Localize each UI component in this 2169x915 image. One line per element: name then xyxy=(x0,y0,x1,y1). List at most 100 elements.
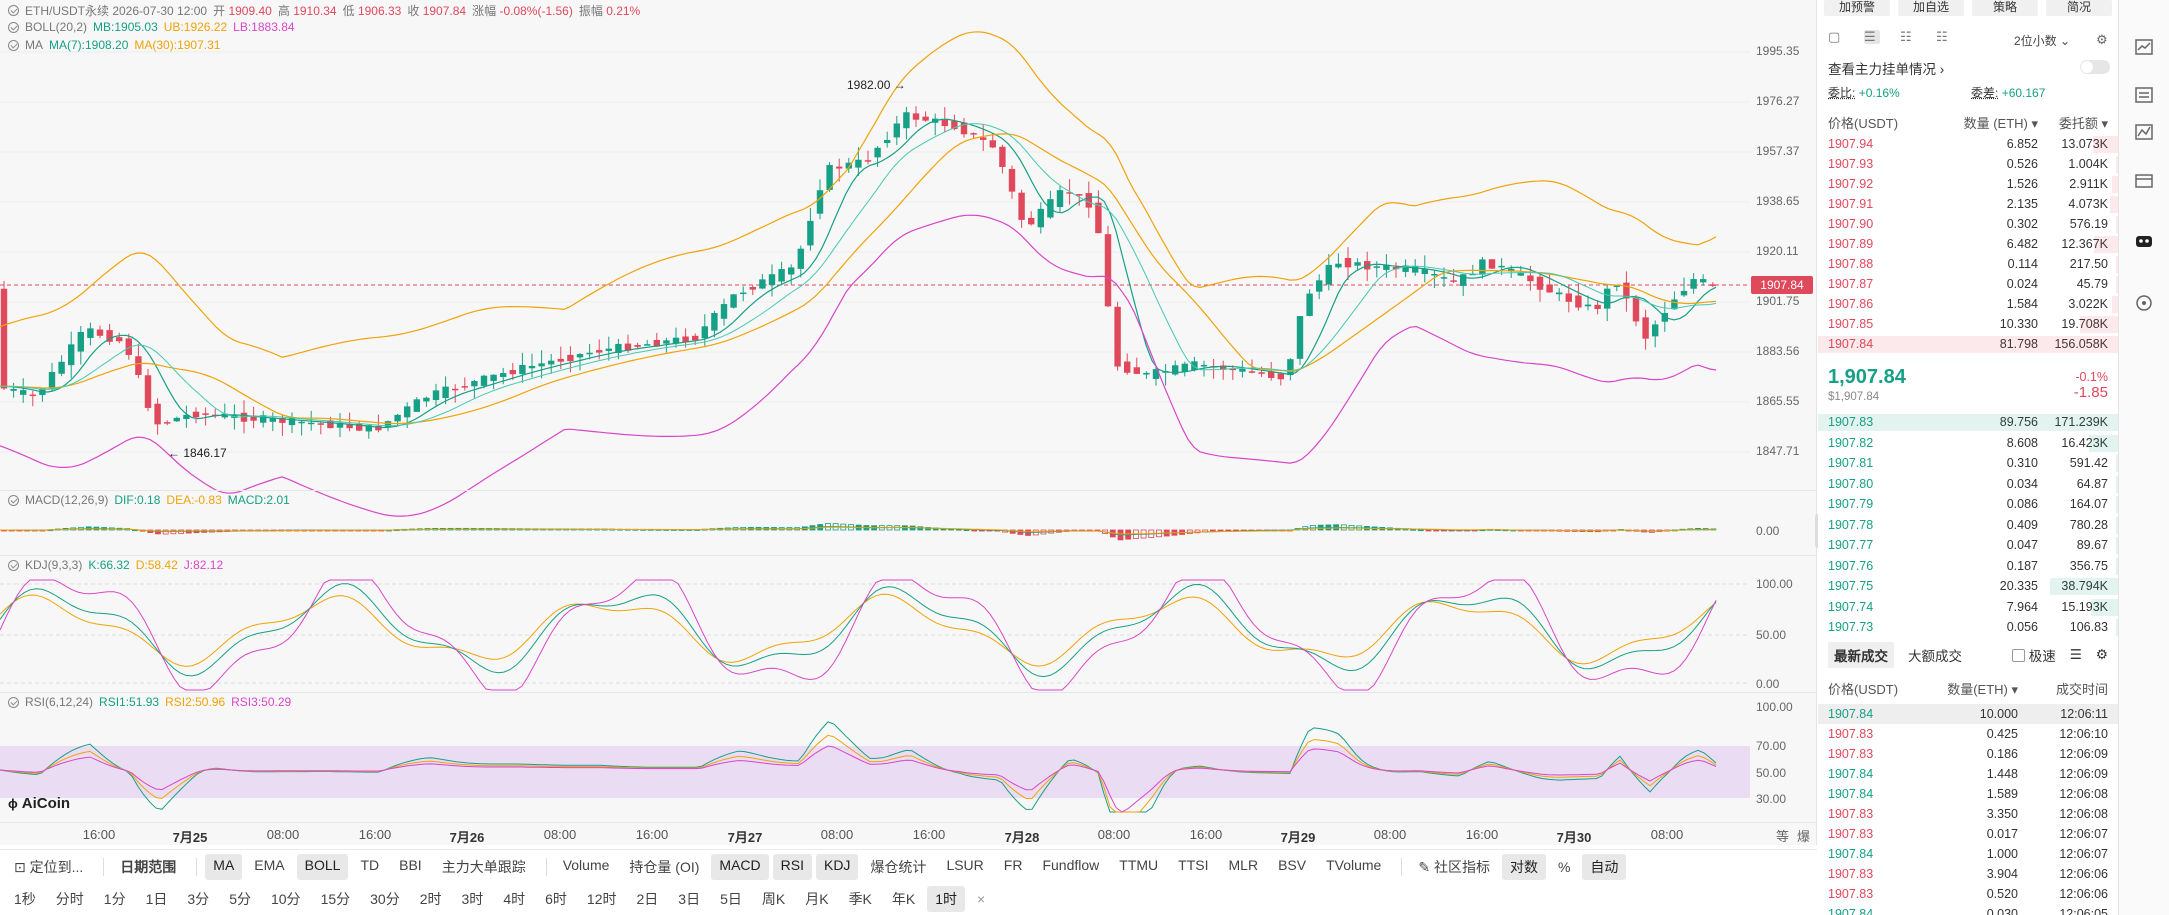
axis-corner-1[interactable]: 等 xyxy=(1776,829,1790,844)
trade-row[interactable]: 1907.83 0.425 12:06:10 xyxy=(1818,724,2118,744)
percent-scale-button[interactable]: % xyxy=(1557,858,1571,875)
interval-button[interactable]: 2日 xyxy=(636,891,659,907)
trade-row[interactable]: 1907.84 1.000 12:06:07 xyxy=(1818,844,2118,864)
trade-row[interactable]: 1907.84 0.030 12:06:05 xyxy=(1818,904,2118,915)
strategy-button[interactable]: 策略 xyxy=(1972,0,2038,16)
interval-button[interactable]: 周K xyxy=(761,891,786,907)
sub-indicator-button[interactable]: BSV xyxy=(1278,856,1307,873)
pane-divider[interactable] xyxy=(0,555,1817,556)
chart-canvas[interactable] xyxy=(0,0,1817,823)
ask-row[interactable]: 1907.87 0.024 45.79 xyxy=(1818,274,2118,294)
ask-row[interactable]: 1907.88 0.114 217.50 xyxy=(1818,254,2118,274)
interval-button[interactable]: 分时 xyxy=(55,891,84,907)
close-icon[interactable]: × xyxy=(977,891,986,907)
ask-row[interactable]: 1907.90 0.302 576.19 xyxy=(1818,214,2118,234)
sub-indicator-button[interactable]: FR xyxy=(1003,856,1023,873)
interval-button[interactable]: 1秒 xyxy=(14,891,36,907)
add-alert-button[interactable]: 加预警 xyxy=(1824,0,1890,16)
bid-row[interactable]: 1907.77 0.047 89.67 xyxy=(1818,535,2118,555)
ask-row[interactable]: 1907.86 1.584 3.022K xyxy=(1818,294,2118,314)
indicator-ma-button[interactable]: MA xyxy=(205,853,243,880)
bid-row[interactable]: 1907.81 0.310 591.42 xyxy=(1818,453,2118,473)
indicator-bbi-button[interactable]: BBI xyxy=(399,856,422,873)
bid-row[interactable]: 1907.75 20.335 38.794K xyxy=(1818,576,2118,596)
checkbox[interactable] xyxy=(2011,648,2025,662)
trade-row[interactable]: 1907.83 3.904 12:06:06 xyxy=(1818,864,2118,884)
settings-icon[interactable]: ⚙ xyxy=(2096,32,2108,47)
trade-row[interactable]: 1907.83 0.017 12:06:07 xyxy=(1818,824,2118,844)
sub-indicator-button[interactable]: 爆仓统计 xyxy=(870,858,927,875)
tab-latest-trades[interactable]: 最新成交 xyxy=(1828,642,1894,668)
sub-indicator-button[interactable]: TVolume xyxy=(1326,856,1382,873)
sub-indicator-button[interactable]: TTMU xyxy=(1119,856,1159,873)
trade-row[interactable]: 1907.84 10.000 12:06:11 xyxy=(1818,704,2118,724)
locate-button[interactable]: ⊡ 定位到... xyxy=(6,854,91,880)
collapse-icon[interactable] xyxy=(8,494,19,506)
chat-icon[interactable] xyxy=(2133,292,2155,314)
interval-button[interactable]: 30分 xyxy=(370,891,400,907)
sub-indicator-button[interactable]: Fundflow xyxy=(1042,856,1100,873)
sub-indicator-button[interactable]: TTSI xyxy=(1178,856,1209,873)
decimals-select[interactable]: 2位小数 ⌄ xyxy=(2014,32,2070,49)
ask-row[interactable]: 1907.91 2.135 4.073K xyxy=(1818,194,2118,214)
sub-indicator-button[interactable]: KDJ xyxy=(815,853,859,880)
sub-indicator-button[interactable]: RSI xyxy=(772,853,812,880)
ask-row[interactable]: 1907.92 1.526 2.911K xyxy=(1818,174,2118,194)
chart-icon[interactable] xyxy=(2133,36,2155,58)
chart-area[interactable]: ETH/USDT永续 2026-07-30 12:00 开 1909.40 高 … xyxy=(0,0,1821,845)
log-scale-button[interactable]: 对数 xyxy=(1501,853,1546,880)
date-range-button[interactable]: 日期范围 xyxy=(120,858,177,875)
auto-scale-button[interactable]: 自动 xyxy=(1582,853,1627,880)
collapse-icon[interactable] xyxy=(8,696,19,708)
interval-button[interactable]: 15分 xyxy=(320,891,351,907)
sub-indicator-button[interactable]: Volume xyxy=(562,856,610,873)
filter-icon[interactable]: ☰ xyxy=(2069,647,2082,662)
sub-indicator-button[interactable]: LSUR xyxy=(946,856,984,873)
depth-toggle[interactable] xyxy=(2080,60,2110,74)
trade-row[interactable]: 1907.84 1.589 12:06:08 xyxy=(1818,784,2118,804)
interval-button[interactable]: 6时 xyxy=(545,891,567,907)
wallet-icon[interactable] xyxy=(2133,170,2155,192)
bookmark-icon[interactable]: ▢ xyxy=(1828,29,1841,44)
bid-row[interactable]: 1907.80 0.034 64.87 xyxy=(1818,474,2118,494)
indicator--button[interactable]: 主力大单跟踪 xyxy=(441,858,526,875)
sub-indicator-button[interactable]: MACD xyxy=(711,853,769,880)
trade-row[interactable]: 1907.83 0.520 12:06:06 xyxy=(1818,884,2118,904)
bid-row[interactable]: 1907.79 0.086 164.07 xyxy=(1818,494,2118,514)
pane-divider[interactable] xyxy=(0,692,1817,693)
indicator-boll-button[interactable]: BOLL xyxy=(296,853,349,880)
interval-button[interactable]: 5分 xyxy=(229,891,251,907)
bid-row[interactable]: 1907.78 0.409 780.28 xyxy=(1818,515,2118,535)
interval-button[interactable]: 1时 xyxy=(927,886,966,912)
interval-button[interactable]: 1日 xyxy=(145,891,168,907)
settings-icon[interactable]: ⚙ xyxy=(2095,647,2108,662)
total-header[interactable]: 委托额 ▾ xyxy=(2058,115,2108,131)
add-watchlist-button[interactable]: 加自选 xyxy=(1898,0,1964,16)
trade-row[interactable]: 1907.83 3.350 12:06:08 xyxy=(1818,804,2118,824)
interval-button[interactable]: 3分 xyxy=(187,891,210,907)
community-indicators-button[interactable]: ✎ 社区指标 xyxy=(1410,854,1498,880)
interval-button[interactable]: 4时 xyxy=(503,891,526,907)
bid-row[interactable]: 1907.74 7.964 15.193K xyxy=(1818,597,2118,617)
trade-row[interactable]: 1907.84 1.448 12:06:09 xyxy=(1818,764,2118,784)
both-sides-view-icon[interactable]: ☰ xyxy=(1864,30,1880,44)
collapse-icon[interactable] xyxy=(8,39,19,51)
pane-divider[interactable] xyxy=(0,490,1817,491)
tab-large-trades[interactable]: 大额成交 xyxy=(1908,649,1962,664)
indicator-td-button[interactable]: TD xyxy=(360,856,380,873)
interval-button[interactable]: 5日 xyxy=(720,891,742,907)
collapse-icon[interactable] xyxy=(8,21,19,33)
collapse-icon[interactable] xyxy=(8,5,19,16)
list-icon[interactable] xyxy=(2133,84,2155,106)
depth-link[interactable]: 查看主力挂单情况 › xyxy=(1828,58,1944,78)
axis-corner-2[interactable]: 爆 xyxy=(1797,829,1811,844)
collapse-icon[interactable] xyxy=(8,559,19,571)
trade-amount-header[interactable]: 数量(ETH) ▾ xyxy=(1947,681,2018,697)
overview-button[interactable]: 简况 xyxy=(2046,0,2112,16)
ask-row[interactable]: 1907.85 10.330 19.708K xyxy=(1818,314,2118,334)
interval-button[interactable]: 季K xyxy=(848,891,872,907)
time-axis[interactable]: 16:00 7月25 08:00 16:00 7月26 08:00 16:00 7月27 08:… xyxy=(0,823,1817,845)
ask-row[interactable]: 1907.84 81.798 156.058K xyxy=(1818,334,2118,354)
bid-row[interactable]: 1907.82 8.608 16.423K xyxy=(1818,433,2118,453)
interval-button[interactable]: 3时 xyxy=(461,891,484,907)
